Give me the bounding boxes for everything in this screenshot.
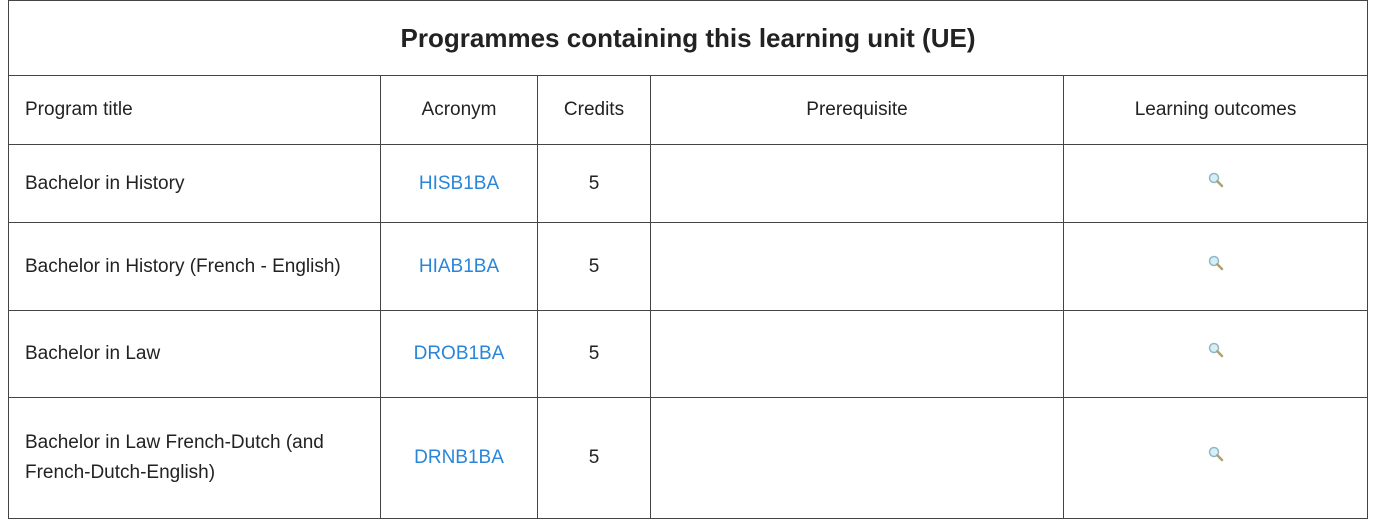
outcomes-icon[interactable] bbox=[1207, 172, 1225, 194]
column-header: Learning outcomes bbox=[1062, 75, 1369, 145]
acronym-link[interactable]: DRNB1BA bbox=[414, 447, 504, 468]
program-title: Bachelor in Law bbox=[8, 310, 381, 398]
prerequisite bbox=[650, 310, 1064, 398]
program-title: Bachelor in History bbox=[8, 144, 381, 223]
program-title: Bachelor in Law French-Dutch (and French… bbox=[8, 397, 381, 519]
acronym-link[interactable]: DROB1BA bbox=[413, 343, 505, 364]
acronym-cell: HISB1BA bbox=[380, 144, 538, 223]
table-row: Bachelor in Law DROB1BA 5 bbox=[8, 310, 1369, 398]
learning-outcomes bbox=[1062, 144, 1369, 223]
prerequisite bbox=[650, 397, 1064, 519]
outcomes-icon[interactable] bbox=[1207, 255, 1225, 277]
column-header: Program title bbox=[8, 75, 381, 145]
learning-outcomes bbox=[1062, 310, 1369, 398]
acronym-cell: DRNB1BA bbox=[380, 397, 538, 519]
column-header: Credits bbox=[537, 75, 651, 145]
column-header: Prerequisite bbox=[650, 75, 1064, 145]
table-row: Bachelor in Law French-Dutch (and French… bbox=[8, 397, 1369, 519]
programmes-table: Programmes containing this learning unit… bbox=[7, 0, 1369, 519]
acronym-link[interactable]: HIAB1BA bbox=[418, 255, 500, 277]
acronym-link[interactable]: HISB1BA bbox=[418, 172, 500, 194]
credits: 5 bbox=[537, 397, 651, 519]
table-row: Bachelor in History (French - English) HI… bbox=[8, 222, 1369, 311]
outcomes-icon[interactable] bbox=[1207, 446, 1225, 468]
learning-outcomes bbox=[1062, 397, 1369, 519]
column-header: Acronym bbox=[380, 75, 538, 145]
credits: 5 bbox=[537, 310, 651, 398]
program-title: Bachelor in History (French - English) bbox=[8, 222, 381, 311]
credits: 5 bbox=[537, 222, 651, 311]
outcomes-icon[interactable] bbox=[1207, 342, 1225, 364]
learning-outcomes bbox=[1062, 222, 1369, 311]
prerequisite bbox=[650, 222, 1064, 311]
acronym-cell: HIAB1BA bbox=[380, 222, 538, 311]
credits: 5 bbox=[537, 144, 651, 223]
acronym-cell: DROB1BA bbox=[380, 310, 538, 398]
table-title: Programmes containing this learning unit… bbox=[7, 0, 1369, 76]
table-row: Bachelor in History HISB1BA 5 bbox=[8, 144, 1369, 223]
prerequisite bbox=[650, 144, 1064, 223]
